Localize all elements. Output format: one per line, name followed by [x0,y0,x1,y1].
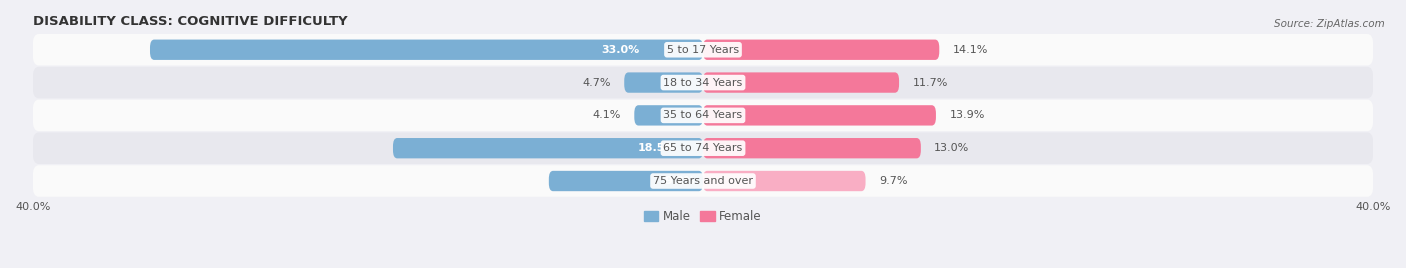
FancyBboxPatch shape [703,72,898,93]
Text: DISABILITY CLASS: COGNITIVE DIFFICULTY: DISABILITY CLASS: COGNITIVE DIFFICULTY [32,15,347,28]
Text: Source: ZipAtlas.com: Source: ZipAtlas.com [1274,19,1385,29]
FancyBboxPatch shape [624,72,703,93]
FancyBboxPatch shape [703,171,866,191]
Text: 11.7%: 11.7% [912,77,948,88]
FancyBboxPatch shape [32,165,1374,197]
Text: 9.2%: 9.2% [665,176,696,186]
FancyBboxPatch shape [32,34,1374,65]
FancyBboxPatch shape [548,171,703,191]
FancyBboxPatch shape [634,105,703,125]
Text: 13.0%: 13.0% [934,143,970,153]
Text: 9.7%: 9.7% [879,176,907,186]
Text: 35 to 64 Years: 35 to 64 Years [664,110,742,120]
Legend: Male, Female: Male, Female [640,205,766,228]
FancyBboxPatch shape [32,100,1374,131]
Text: 13.9%: 13.9% [949,110,984,120]
FancyBboxPatch shape [150,40,703,60]
FancyBboxPatch shape [32,67,1374,98]
Text: 33.0%: 33.0% [600,45,640,55]
Text: 65 to 74 Years: 65 to 74 Years [664,143,742,153]
Text: 75 Years and over: 75 Years and over [652,176,754,186]
Text: 18.5%: 18.5% [637,143,676,153]
FancyBboxPatch shape [394,138,703,158]
Text: 4.1%: 4.1% [592,110,621,120]
Text: 5 to 17 Years: 5 to 17 Years [666,45,740,55]
FancyBboxPatch shape [703,138,921,158]
Text: 18 to 34 Years: 18 to 34 Years [664,77,742,88]
FancyBboxPatch shape [32,132,1374,164]
FancyBboxPatch shape [703,40,939,60]
Text: 14.1%: 14.1% [953,45,988,55]
Text: 4.7%: 4.7% [582,77,610,88]
FancyBboxPatch shape [703,105,936,125]
